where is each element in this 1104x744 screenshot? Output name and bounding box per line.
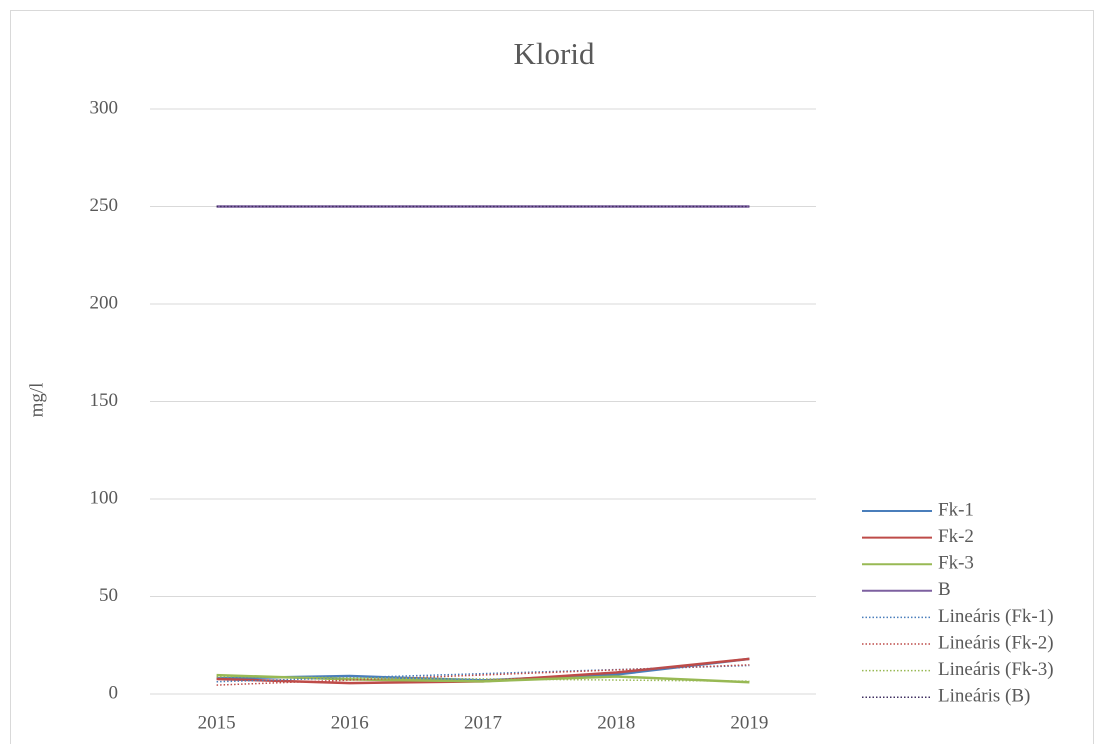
x-tick-label: 2019 [730,712,768,733]
legend-label: Lineáris (Fk-3) [938,659,1054,680]
x-tick-label: 2015 [198,712,236,733]
legend-label: Lineáris (Fk-1) [938,606,1054,627]
y-tick-label: 0 [109,682,119,703]
chart-frame [10,10,1094,744]
y-tick-label: 150 [90,390,119,411]
chart-title: Klorid [514,36,595,71]
trendline [216,675,750,682]
x-tick-label: 2018 [597,712,635,733]
legend-label: Lineáris (Fk-2) [938,632,1054,653]
trendline [216,664,750,686]
legend-label: Fk-1 [938,499,974,520]
legend-label: Fk-2 [938,526,974,547]
trendline [216,664,750,683]
y-tick-label: 250 [90,195,119,216]
y-tick-label: 50 [99,585,118,606]
x-tick-label: 2017 [464,712,502,733]
y-tick-label: 100 [90,487,119,508]
y-axis-label: mg/l [26,383,47,418]
y-tick-label: 200 [90,292,119,313]
x-tick-label: 2016 [331,712,369,733]
legend-label: B [938,579,951,600]
y-tick-label: 300 [90,97,119,118]
legend-label: Fk-3 [938,553,974,574]
legend-label: Lineáris (B) [938,686,1030,707]
